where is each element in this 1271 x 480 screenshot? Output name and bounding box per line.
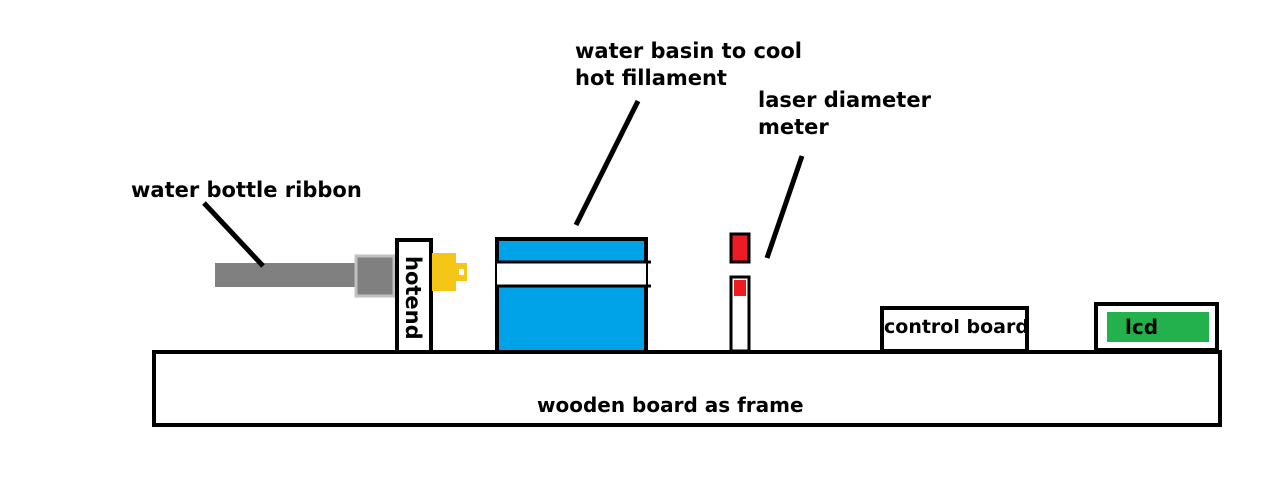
ribbon-sleeve xyxy=(354,254,396,298)
control-board xyxy=(880,306,1029,353)
hotend-label: hotend xyxy=(401,256,425,340)
nozzle xyxy=(432,253,456,291)
filament-channel xyxy=(497,262,646,286)
nozzle-tip-hole xyxy=(459,269,464,275)
laser-label-line1: laser diameter xyxy=(758,88,932,112)
lcd-screen xyxy=(1107,312,1209,342)
laser-pointer-line xyxy=(764,155,805,259)
water-basin-pointer-line xyxy=(573,99,641,227)
water-bottle-ribbon-label: water bottle ribbon xyxy=(131,178,362,202)
hotend-block xyxy=(395,238,433,355)
laser-sensor xyxy=(734,280,746,296)
laser-emitter-top xyxy=(729,232,751,264)
control-board-label: control board xyxy=(884,316,1029,338)
ribbon-pointer-line xyxy=(202,201,265,268)
water-basin xyxy=(495,237,648,354)
wooden-board-frame xyxy=(152,350,1222,427)
lcd-label: lcd xyxy=(1125,315,1158,339)
water-basin-label-line1: water basin to cool xyxy=(575,39,802,63)
laser-label-line2: meter xyxy=(758,115,829,139)
frame-label: wooden board as frame xyxy=(537,393,804,417)
water-basin-label-line2: hot fillament xyxy=(575,66,727,90)
